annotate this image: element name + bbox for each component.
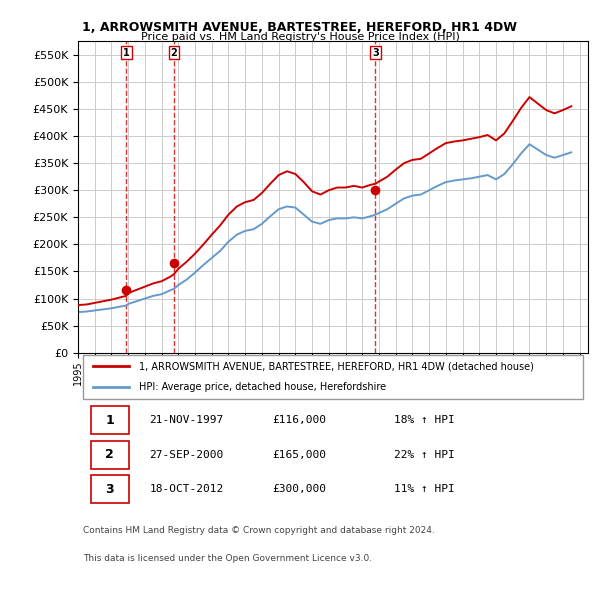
Text: 1: 1 bbox=[123, 48, 130, 58]
Text: This data is licensed under the Open Government Licence v3.0.: This data is licensed under the Open Gov… bbox=[83, 554, 372, 563]
Text: 27-SEP-2000: 27-SEP-2000 bbox=[149, 450, 224, 460]
Text: Contains HM Land Registry data © Crown copyright and database right 2024.: Contains HM Land Registry data © Crown c… bbox=[83, 526, 435, 535]
Text: 3: 3 bbox=[372, 48, 379, 58]
Text: 18-OCT-2012: 18-OCT-2012 bbox=[149, 484, 224, 494]
Text: 1, ARROWSMITH AVENUE, BARTESTREE, HEREFORD, HR1 4DW (detached house): 1, ARROWSMITH AVENUE, BARTESTREE, HEREFO… bbox=[139, 361, 534, 371]
FancyBboxPatch shape bbox=[91, 475, 129, 503]
Text: £116,000: £116,000 bbox=[272, 415, 326, 425]
Text: 18% ↑ HPI: 18% ↑ HPI bbox=[394, 415, 455, 425]
Text: £300,000: £300,000 bbox=[272, 484, 326, 494]
Text: HPI: Average price, detached house, Herefordshire: HPI: Average price, detached house, Here… bbox=[139, 382, 386, 392]
Text: 22% ↑ HPI: 22% ↑ HPI bbox=[394, 450, 455, 460]
FancyBboxPatch shape bbox=[83, 355, 583, 399]
FancyBboxPatch shape bbox=[91, 407, 129, 434]
Text: 2: 2 bbox=[170, 48, 178, 58]
Text: 3: 3 bbox=[106, 483, 114, 496]
FancyBboxPatch shape bbox=[91, 441, 129, 468]
Text: Price paid vs. HM Land Registry's House Price Index (HPI): Price paid vs. HM Land Registry's House … bbox=[140, 32, 460, 42]
Text: 21-NOV-1997: 21-NOV-1997 bbox=[149, 415, 224, 425]
Text: 1: 1 bbox=[105, 414, 114, 427]
Text: 2: 2 bbox=[105, 448, 114, 461]
Text: 11% ↑ HPI: 11% ↑ HPI bbox=[394, 484, 455, 494]
Text: 1, ARROWSMITH AVENUE, BARTESTREE, HEREFORD, HR1 4DW: 1, ARROWSMITH AVENUE, BARTESTREE, HEREFO… bbox=[83, 21, 517, 34]
Text: £165,000: £165,000 bbox=[272, 450, 326, 460]
